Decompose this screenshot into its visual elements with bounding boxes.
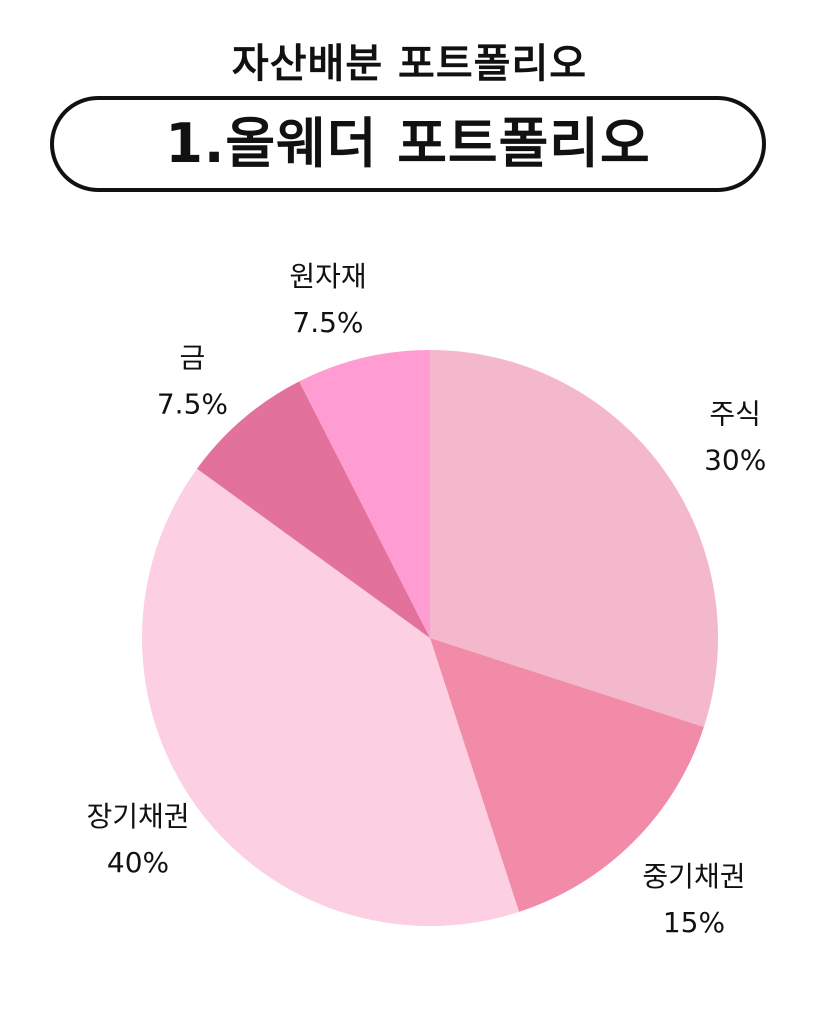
pie-labels: 주식 30% 중기채권 15% 장기채권 40% 금 7.5% 원자재 7.5%	[87, 260, 767, 939]
slice-label-2: 중기채권	[642, 860, 745, 893]
pie-slice-5	[299, 350, 430, 638]
title-box: 1.올웨더 포트폴리오	[50, 96, 766, 192]
page-title: 1.올웨더 포트폴리오	[165, 112, 651, 175]
pie-slice-3	[142, 468, 519, 927]
slice-label-5: 원자재	[289, 260, 366, 293]
slice-value-label-5: 7.5%	[292, 306, 363, 339]
slice-label-3: 장기채권	[87, 800, 190, 833]
pie-slices	[142, 350, 719, 927]
page-subtitle: 자산배분 포트폴리오	[231, 41, 588, 87]
pie-slice-1	[430, 350, 719, 727]
slice-value-label-3: 40%	[107, 846, 169, 879]
pie-slice-4	[197, 381, 430, 638]
slice-value-label-2: 15%	[663, 906, 725, 939]
slice-value-label-1: 30%	[704, 443, 766, 476]
slice-value-label-4: 7.5%	[157, 387, 228, 420]
slice-label-4: 금	[180, 341, 206, 374]
pie-slice-2	[430, 638, 704, 912]
slice-label-1: 주식	[709, 397, 761, 430]
